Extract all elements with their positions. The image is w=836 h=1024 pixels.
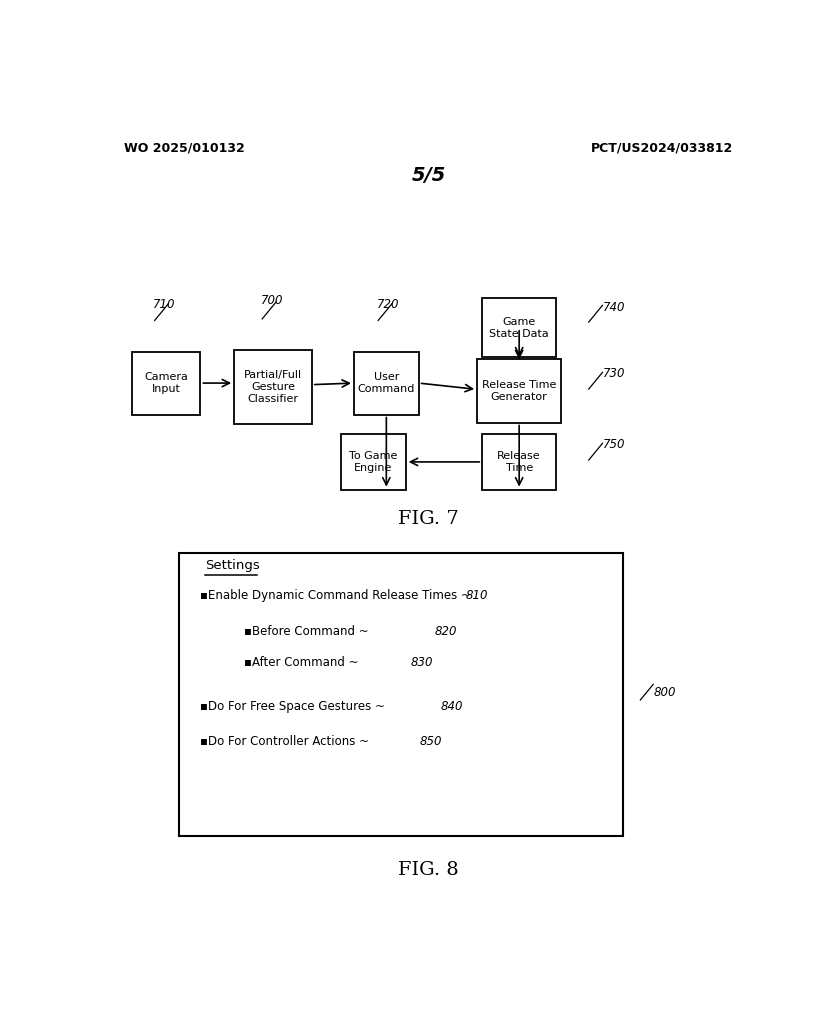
Text: FIG. 8: FIG. 8 [398,861,459,880]
FancyBboxPatch shape [341,434,405,489]
Text: PCT/US2024/033812: PCT/US2024/033812 [591,141,733,154]
FancyBboxPatch shape [234,349,312,425]
Text: 850: 850 [420,735,442,749]
FancyBboxPatch shape [132,351,200,415]
FancyBboxPatch shape [477,359,561,423]
FancyBboxPatch shape [179,553,623,837]
Text: 810: 810 [466,590,488,602]
Text: ▪Before Command ~: ▪Before Command ~ [244,625,369,638]
Text: ▪Enable Dynamic Command Release Times ~: ▪Enable Dynamic Command Release Times ~ [201,590,472,602]
Text: Partial/Full
Gesture
Classifier: Partial/Full Gesture Classifier [244,371,302,403]
Text: 710: 710 [153,298,176,310]
Text: 720: 720 [376,298,399,310]
Text: To Game
Engine: To Game Engine [349,452,398,473]
Text: 830: 830 [411,656,433,670]
Text: Release
Time: Release Time [497,452,541,473]
FancyBboxPatch shape [482,298,557,357]
Text: Camera
Input: Camera Input [144,373,188,394]
Text: Settings: Settings [205,559,260,572]
Text: User
Command: User Command [358,373,415,394]
Text: 750: 750 [604,438,626,452]
Text: 800: 800 [654,686,676,698]
Text: ▪Do For Free Space Gestures ~: ▪Do For Free Space Gestures ~ [201,699,385,713]
Text: 730: 730 [604,368,626,380]
Text: Release Time
Generator: Release Time Generator [482,380,556,401]
FancyBboxPatch shape [482,434,557,489]
Text: 740: 740 [604,301,626,314]
Text: 700: 700 [262,294,283,307]
Text: ▪After Command ~: ▪After Command ~ [244,656,359,670]
Text: WO 2025/010132: WO 2025/010132 [124,141,245,154]
Text: 5/5: 5/5 [411,166,446,185]
Text: 820: 820 [435,625,457,638]
Text: 840: 840 [440,699,462,713]
FancyBboxPatch shape [354,351,419,415]
Text: Game
State Data: Game State Data [489,317,549,339]
Text: ▪Do For Controller Actions ~: ▪Do For Controller Actions ~ [201,735,370,749]
Text: FIG. 7: FIG. 7 [398,511,459,528]
